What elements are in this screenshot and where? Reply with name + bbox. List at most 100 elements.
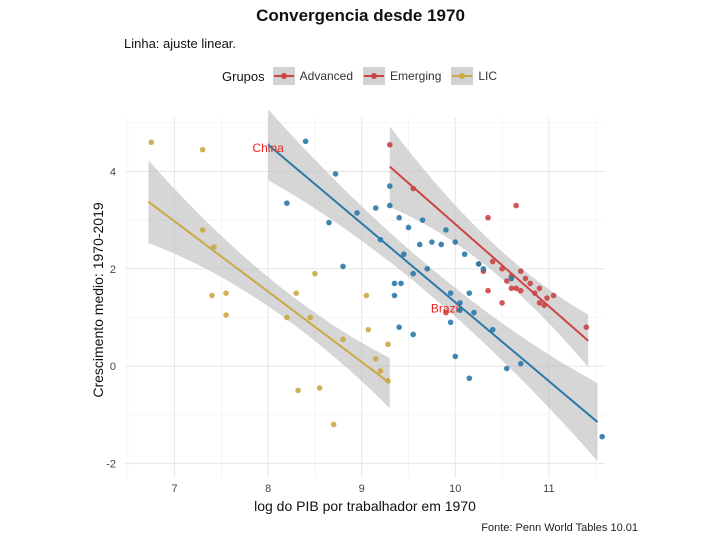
- x-tick-label: 8: [265, 483, 271, 495]
- fit-line-emerging: [267, 143, 599, 423]
- point-advanced: [503, 278, 510, 284]
- confidence-bands: [148, 109, 598, 462]
- point-lic: [295, 387, 301, 394]
- point-emerging: [340, 263, 346, 270]
- point-emerging: [332, 171, 339, 177]
- annotation-china: China: [252, 141, 284, 155]
- point-lic: [372, 356, 379, 362]
- point-advanced: [410, 185, 416, 192]
- point-lic: [211, 244, 217, 250]
- chart-subtitle: Linha: ajuste linear.: [124, 36, 237, 51]
- y-tick-label: 4: [110, 167, 116, 179]
- point-lic: [363, 292, 370, 299]
- point-lic: [385, 341, 391, 348]
- legend-key-lic: [451, 67, 474, 85]
- point-lic: [307, 314, 314, 321]
- point-lic: [340, 336, 346, 343]
- point-emerging: [503, 365, 510, 372]
- point-advanced: [527, 280, 533, 287]
- x-tick-label: 9: [359, 483, 365, 495]
- point-advanced: [522, 275, 529, 282]
- point-advanced: [536, 285, 543, 292]
- point-emerging: [461, 251, 468, 258]
- point-emerging: [398, 280, 404, 287]
- point-emerging: [466, 375, 473, 382]
- point-advanced: [583, 324, 590, 330]
- point-emerging: [457, 307, 463, 313]
- point-emerging: [517, 360, 524, 367]
- point-emerging: [466, 290, 473, 296]
- point-emerging: [354, 210, 360, 216]
- point-advanced: [517, 268, 524, 275]
- point-advanced: [499, 300, 505, 306]
- legend-key-emerging: [363, 67, 386, 85]
- fit-line-lic: [147, 200, 391, 384]
- point-emerging: [452, 239, 459, 245]
- band-lic: [148, 160, 390, 409]
- point-emerging: [452, 353, 459, 360]
- point-lic: [293, 290, 300, 296]
- point-advanced: [508, 285, 515, 292]
- point-lic: [209, 292, 215, 299]
- chart-caption: Fonte: Penn World Tables 10.01: [481, 522, 638, 534]
- point-lic: [365, 326, 372, 333]
- legend-key-advanced: [272, 67, 295, 85]
- x-tick-label: 7: [172, 483, 178, 495]
- point-advanced: [544, 295, 550, 301]
- point-emerging: [326, 219, 332, 226]
- y-axis-label: Crescimento medio: 1970-2019: [90, 202, 106, 398]
- point-advanced: [513, 285, 519, 292]
- y-tick-label: 2: [110, 264, 116, 276]
- point-emerging: [419, 217, 426, 223]
- point-emerging: [471, 309, 477, 316]
- point-emerging: [372, 205, 379, 211]
- point-emerging: [457, 300, 463, 306]
- point-emerging: [410, 270, 416, 277]
- point-emerging: [391, 280, 398, 287]
- annotation-brazil: Brazil: [431, 302, 461, 316]
- fit-lines: [147, 143, 599, 423]
- fit-line-advanced: [389, 165, 589, 342]
- point-emerging: [405, 224, 412, 231]
- point-advanced: [517, 287, 524, 294]
- point-advanced: [536, 300, 543, 306]
- legend-label-advanced: Advanced: [299, 69, 354, 83]
- point-emerging: [416, 241, 423, 248]
- point-emerging: [475, 261, 482, 267]
- band-emerging: [268, 109, 598, 462]
- point-lic: [312, 270, 318, 277]
- point-emerging: [302, 138, 309, 145]
- point-emerging: [429, 239, 435, 245]
- point-advanced: [485, 214, 491, 221]
- point-emerging: [508, 275, 515, 282]
- point-emerging: [396, 324, 402, 330]
- point-emerging: [410, 331, 416, 338]
- point-lic: [284, 314, 290, 321]
- x-tick-label: 11: [543, 483, 554, 495]
- point-lic: [223, 312, 229, 318]
- point-emerging: [443, 227, 449, 233]
- point-lic: [199, 227, 206, 233]
- data-points: [148, 138, 605, 440]
- point-emerging: [391, 292, 398, 299]
- point-emerging: [438, 241, 445, 248]
- point-emerging: [377, 236, 384, 243]
- point-advanced: [532, 290, 538, 296]
- y-tick-label: 0: [110, 361, 116, 373]
- point-emerging: [386, 202, 393, 209]
- point-emerging: [599, 433, 605, 440]
- legend-label-lic: LIC: [478, 69, 498, 83]
- x-axis-label: log do PIB por trabalhador em 1970: [254, 498, 476, 514]
- annotations: China Brazil: [252, 141, 460, 316]
- point-emerging: [447, 319, 454, 326]
- point-lic: [199, 146, 206, 153]
- point-emerging: [284, 200, 290, 206]
- point-emerging: [396, 214, 402, 221]
- tick-labels: 7 8 9 10 11 -2 0 2 4: [106, 167, 554, 495]
- legend: Grupos Advanced Emerging LIC: [222, 66, 507, 86]
- point-advanced: [443, 309, 449, 316]
- y-tick-label: -2: [106, 458, 116, 470]
- point-advanced: [541, 302, 547, 309]
- point-lic: [223, 290, 229, 296]
